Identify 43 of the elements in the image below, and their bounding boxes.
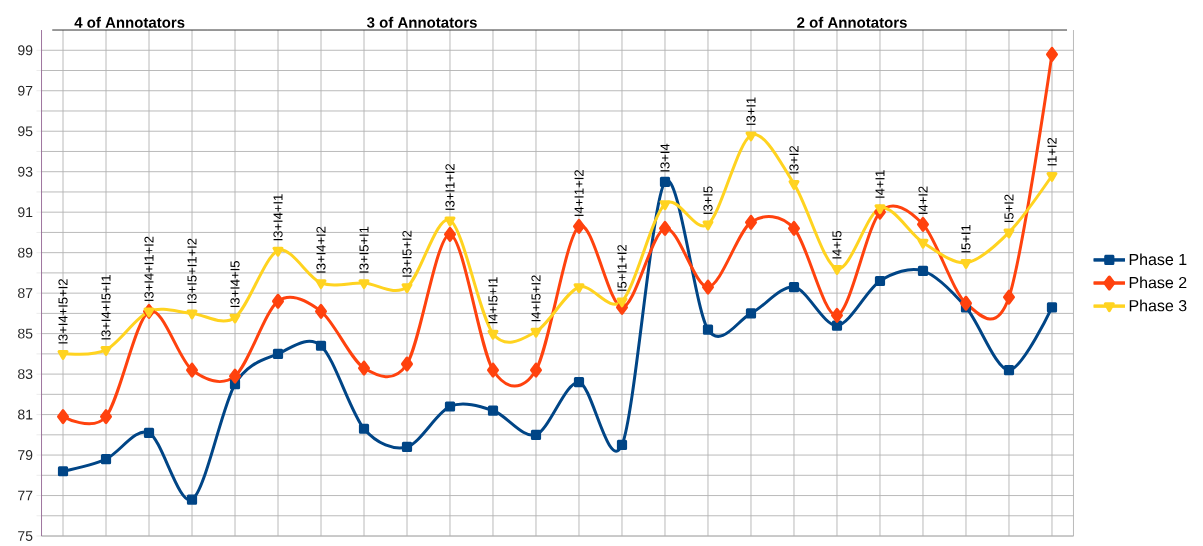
y-tick-label: 83 [18,369,33,380]
y-tick-label: 87 [18,288,33,299]
x-tick-label: I3+I1+I2 [445,164,455,210]
x-tick-label: I4+I5+I2 [531,275,541,322]
legend-label: Phase 1 [1129,253,1187,266]
text: 4 of Annotators [74,16,185,28]
y-tick-label: 77 [18,490,33,501]
x-tick-label: I5+I1+I2 [617,244,627,291]
x-tick-label: I3+I5 [703,186,713,214]
legend-label: Phase 2 [1129,276,1187,289]
y-tick-label: 99 [18,45,33,56]
text: 2 of Annotators [797,16,907,28]
x-tick-label: I3+I5+I1+I2 [187,238,197,303]
y-tick-label: 75 [18,531,33,541]
x-tick-label: I4+I2 [918,186,928,214]
x-tick-label: I1+I2 [1047,137,1057,166]
x-tick-label: I3+I4+I5+I1 [101,275,111,340]
y-tick-label: 85 [18,328,33,339]
y-tick-label: 97 [18,85,33,96]
x-tick-label: I3+I5+I2 [402,230,412,277]
x-tick-label: I4+I5 [832,230,842,259]
y-tick-label: 93 [18,166,33,177]
y-tick-label: 95 [18,126,33,137]
x-tick-label: I4+I1+I2 [574,170,584,216]
x-tick-label: I5+I2 [1004,194,1014,223]
x-tick-label: I3+I4+I5 [230,261,240,308]
x-tick-label: I3+I4+I2 [316,226,326,273]
x-tick-label: I3+I4+I1 [273,194,283,241]
text: 3 of Annotators [366,16,477,28]
x-tick-label: I5+I1 [961,224,971,253]
x-tick-label: I4+I5+I1 [488,277,498,324]
x-tick-label: I3+I4+I5+I2 [58,279,68,344]
y-tick-label: 79 [18,450,33,461]
legend-label: Phase 3 [1129,299,1187,312]
x-tick-label: I3+I4+I1+I2 [144,236,154,301]
x-tick-label: I3+I4 [660,143,670,172]
x-tick-label: I3+I2 [789,146,799,174]
y-tick-label: 91 [18,207,33,218]
y-tick-label: 89 [18,247,33,258]
x-tick-label: I3+I5+I1 [359,226,369,273]
x-tick-label: I3+I1 [746,97,756,125]
x-tick-label: I4+I1 [875,170,885,198]
y-tick-label: 81 [18,409,33,420]
